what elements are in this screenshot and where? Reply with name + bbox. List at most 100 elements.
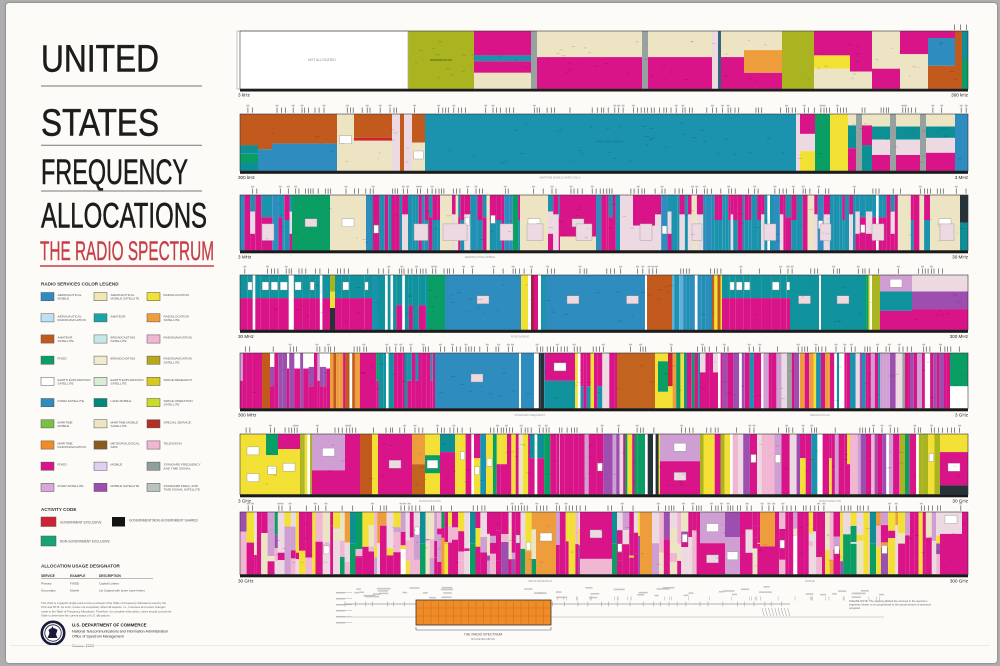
svg-text:Primary: Primary — [41, 582, 52, 586]
svg-text:INTER-SATELLITE: INTER-SATELLITE — [58, 399, 84, 403]
svg-text:ALLOCATIONS: ALLOCATIONS — [41, 196, 207, 235]
svg-text:RADIOLOCATION: RADIOLOCATION — [164, 314, 189, 318]
svg-text:AERONAUTICAL: AERONAUTICAL — [111, 293, 135, 297]
svg-text:MAGNIFIED ABOVE: MAGNIFIED ABOVE — [471, 637, 495, 641]
svg-text:AERONAUTICAL: AERONAUTICAL — [58, 293, 82, 297]
svg-text:EARTH EXPLORATION: EARTH EXPLORATION — [58, 378, 91, 382]
svg-text:MOBILE SATELLITE: MOBILE SATELLITE — [111, 484, 140, 488]
svg-text:SPACE RESEARCH: SPACE RESEARCH — [528, 579, 552, 583]
svg-text:SPACE RESEARCH: SPACE RESEARCH — [164, 378, 192, 382]
svg-text:SERVICE: SERVICE — [41, 574, 55, 578]
svg-text:30 GHz: 30 GHz — [238, 578, 254, 583]
svg-text:300 kHz: 300 kHz — [951, 93, 969, 98]
svg-text:RADIO SERVICES COLOR LEGEND: RADIO SERVICES COLOR LEGEND — [41, 282, 119, 287]
svg-text:TIME SIGNAL SATELLITE: TIME SIGNAL SATELLITE — [164, 488, 200, 492]
svg-text:Mobile: Mobile — [70, 589, 79, 593]
svg-text:made to the Table of Frequency: made to the Table of Frequency Allocatio… — [41, 609, 172, 613]
svg-text:AMATEUR: AMATEUR — [58, 336, 74, 340]
svg-text:3 kHz: 3 kHz — [238, 93, 250, 98]
svg-text:STANDARD FREQUENCY: STANDARD FREQUENCY — [164, 463, 201, 467]
svg-text:MARITIME MOBILE: MARITIME MOBILE — [111, 420, 139, 424]
svg-text:RADIOLOCATION: RADIOLOCATION — [164, 293, 189, 297]
svg-text:RADIONAVIGATION: RADIONAVIGATION — [58, 445, 86, 449]
svg-text:LAND MOBILE: LAND MOBILE — [111, 399, 132, 403]
svg-text:FIXED: FIXED — [58, 357, 68, 361]
svg-text:STATES: STATES — [41, 103, 159, 145]
svg-text:1st Capital with lower case le: 1st Capital with lower case letters — [99, 589, 145, 593]
svg-text:MARITIME MOBILE: MARITIME MOBILE — [597, 140, 624, 144]
svg-text:MOBILE: MOBILE — [58, 424, 70, 428]
svg-text:3 MHz: 3 MHz — [955, 175, 969, 180]
svg-text:GOVERNMENT EXCLUSIVE: GOVERNMENT EXCLUSIVE — [60, 521, 102, 525]
svg-text:FIXED SATELLITE: FIXED SATELLITE — [819, 499, 841, 503]
svg-text:NON-GOVERNMENT EXCLUSIVE: NON-GOVERNMENT EXCLUSIVE — [60, 540, 110, 544]
svg-text:STANDARD FREQ. AND: STANDARD FREQ. AND — [164, 484, 199, 488]
svg-text:300 GHz: 300 GHz — [950, 578, 969, 583]
svg-text:METEOROLOGICAL: METEOROLOGICAL — [111, 442, 140, 446]
svg-text:MOBILE: MOBILE — [111, 463, 123, 467]
svg-text:PLEASE NOTE: The spacing allot: PLEASE NOTE: The spacing allotted the se… — [849, 599, 928, 603]
svg-text:This chart is a graphic single: This chart is a graphic single-point-in-… — [41, 601, 167, 605]
svg-text:SATELLITE: SATELLITE — [164, 403, 180, 407]
svg-text:STANDARD FREQUENCY: STANDARD FREQUENCY — [514, 413, 545, 417]
svg-text:AERONAUTICAL: AERONAUTICAL — [810, 413, 831, 417]
svg-text:AERONAUTICAL MOBILE: AERONAUTICAL MOBILE — [465, 255, 496, 259]
svg-text:SATELLITE: SATELLITE — [111, 424, 127, 428]
svg-text:AMATEUR: AMATEUR — [111, 314, 127, 318]
svg-text:SATELLITE: SATELLITE — [58, 382, 74, 386]
svg-text:RADIONAVIGATION: RADIONAVIGATION — [430, 59, 452, 62]
svg-text:300 kHz: 300 kHz — [238, 175, 256, 180]
svg-text:30 GHz: 30 GHz — [952, 498, 968, 503]
svg-text:SATELLITE: SATELLITE — [111, 382, 127, 386]
svg-text:MARITIME MOBILE (SHIPS ONLY): MARITIME MOBILE (SHIPS ONLY) — [539, 175, 580, 179]
svg-text:AND TIME SIGNAL: AND TIME SIGNAL — [164, 466, 191, 470]
svg-text:RADIONAVIGATION: RADIONAVIGATION — [164, 357, 192, 361]
svg-text:BROADCASTING: BROADCASTING — [111, 336, 136, 340]
svg-text:SATELLITE: SATELLITE — [164, 318, 180, 322]
svg-text:300 MHz: 300 MHz — [950, 334, 969, 339]
svg-text:300 MHz: 300 MHz — [238, 412, 257, 417]
svg-text:SPACE OPERATION: SPACE OPERATION — [164, 399, 193, 403]
svg-text:FIXED SATELLITE: FIXED SATELLITE — [58, 484, 84, 488]
svg-text:FIXED: FIXED — [70, 582, 80, 586]
svg-text:UNITED: UNITED — [41, 39, 159, 81]
svg-text:RADIONAVIGATION: RADIONAVIGATION — [164, 336, 192, 340]
svg-text:EXAMPLE: EXAMPLE — [70, 574, 85, 578]
svg-text:3 GHz: 3 GHz — [955, 412, 969, 417]
svg-text:3 GHz: 3 GHz — [238, 498, 252, 503]
svg-text:U.S. DEPARTMENT OF COMMERCE: U.S. DEPARTMENT OF COMMERCE — [72, 623, 147, 628]
svg-text:NOT ALLOCATED: NOT ALLOCATED — [308, 58, 336, 62]
svg-text:MARITIME: MARITIME — [58, 442, 73, 446]
svg-text:RADIOLOCATION: RADIOLOCATION — [419, 499, 440, 503]
svg-text:RADIONAVIGATION: RADIONAVIGATION — [58, 318, 86, 322]
svg-text:MOBILE SATELLITE: MOBILE SATELLITE — [111, 297, 140, 301]
svg-text:30 MHz: 30 MHz — [238, 334, 255, 339]
svg-text:Secondary: Secondary — [41, 589, 56, 593]
svg-text:THE RADIO SPECTRUM: THE RADIO SPECTRUM — [464, 633, 503, 637]
svg-text:FIXED: FIXED — [58, 463, 68, 467]
svg-text:BROADCASTING: BROADCASTING — [111, 357, 136, 361]
svg-text:SATELLITE: SATELLITE — [164, 360, 180, 364]
svg-text:ALLOCATION USAGE DESIGNATOR: ALLOCATION USAGE DESIGNATOR — [41, 564, 121, 569]
svg-text:SPECIAL SERVICE: SPECIAL SERVICE — [164, 420, 191, 424]
svg-text:GOVERNMENT/NON-GOVERNMENT SHAR: GOVERNMENT/NON-GOVERNMENT SHARED — [129, 519, 199, 523]
svg-text:EARTH EXPLORATION: EARTH EXPLORATION — [111, 378, 144, 382]
svg-text:FIXED MOBILE: FIXED MOBILE — [511, 334, 529, 338]
svg-text:TELEVISION: TELEVISION — [164, 442, 182, 446]
svg-text:ACTIVITY CODE: ACTIVITY CODE — [41, 507, 76, 512]
svg-text:Office of Spectrum Management: Office of Spectrum Management — [72, 635, 124, 639]
svg-text:3 MHz: 3 MHz — [238, 254, 252, 259]
svg-text:Table to determine the current: Table to determine the current status of… — [41, 614, 111, 618]
svg-text:National Telecommunications an: National Telecommunications and Informat… — [72, 630, 168, 634]
svg-text:FCC and NTIA. As such, it does: FCC and NTIA. As such, it does not compl… — [41, 605, 166, 609]
svg-text:SATELLITE: SATELLITE — [111, 339, 127, 343]
svg-text:THE RADIO SPECTRUM: THE RADIO SPECTRUM — [40, 236, 214, 266]
svg-text:Capital Letters: Capital Letters — [99, 582, 119, 586]
svg-text:FREQUENCY: FREQUENCY — [41, 153, 188, 192]
svg-text:AERONAUTICAL: AERONAUTICAL — [58, 314, 82, 318]
svg-text:DESCRIPTION: DESCRIPTION — [99, 574, 121, 578]
svg-text:MOBILE: MOBILE — [58, 297, 70, 301]
svg-text:SATELLITE: SATELLITE — [58, 339, 74, 343]
svg-text:occupied.: occupied. — [849, 606, 861, 610]
svg-text:30 MHz: 30 MHz — [952, 254, 969, 259]
